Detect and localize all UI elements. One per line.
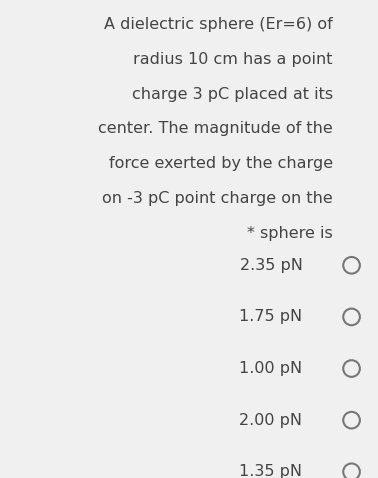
Text: center. The magnitude of the: center. The magnitude of the (98, 121, 333, 136)
Text: radius 10 cm has a point: radius 10 cm has a point (133, 52, 333, 66)
Text: 2.35 pN: 2.35 pN (240, 258, 302, 273)
Text: force exerted by the charge: force exerted by the charge (108, 156, 333, 171)
Text: * sphere is: * sphere is (247, 226, 333, 241)
Text: 1.00 pN: 1.00 pN (239, 361, 302, 376)
Text: 2.00 pN: 2.00 pN (239, 413, 302, 428)
Text: 1.75 pN: 1.75 pN (239, 309, 302, 325)
Text: charge 3 pC placed at its: charge 3 pC placed at its (132, 87, 333, 101)
Text: on -3 pC point charge on the: on -3 pC point charge on the (102, 191, 333, 206)
Text: 1.35 pN: 1.35 pN (239, 464, 302, 478)
Text: A dielectric sphere (Er=6) of: A dielectric sphere (Er=6) of (104, 17, 333, 32)
